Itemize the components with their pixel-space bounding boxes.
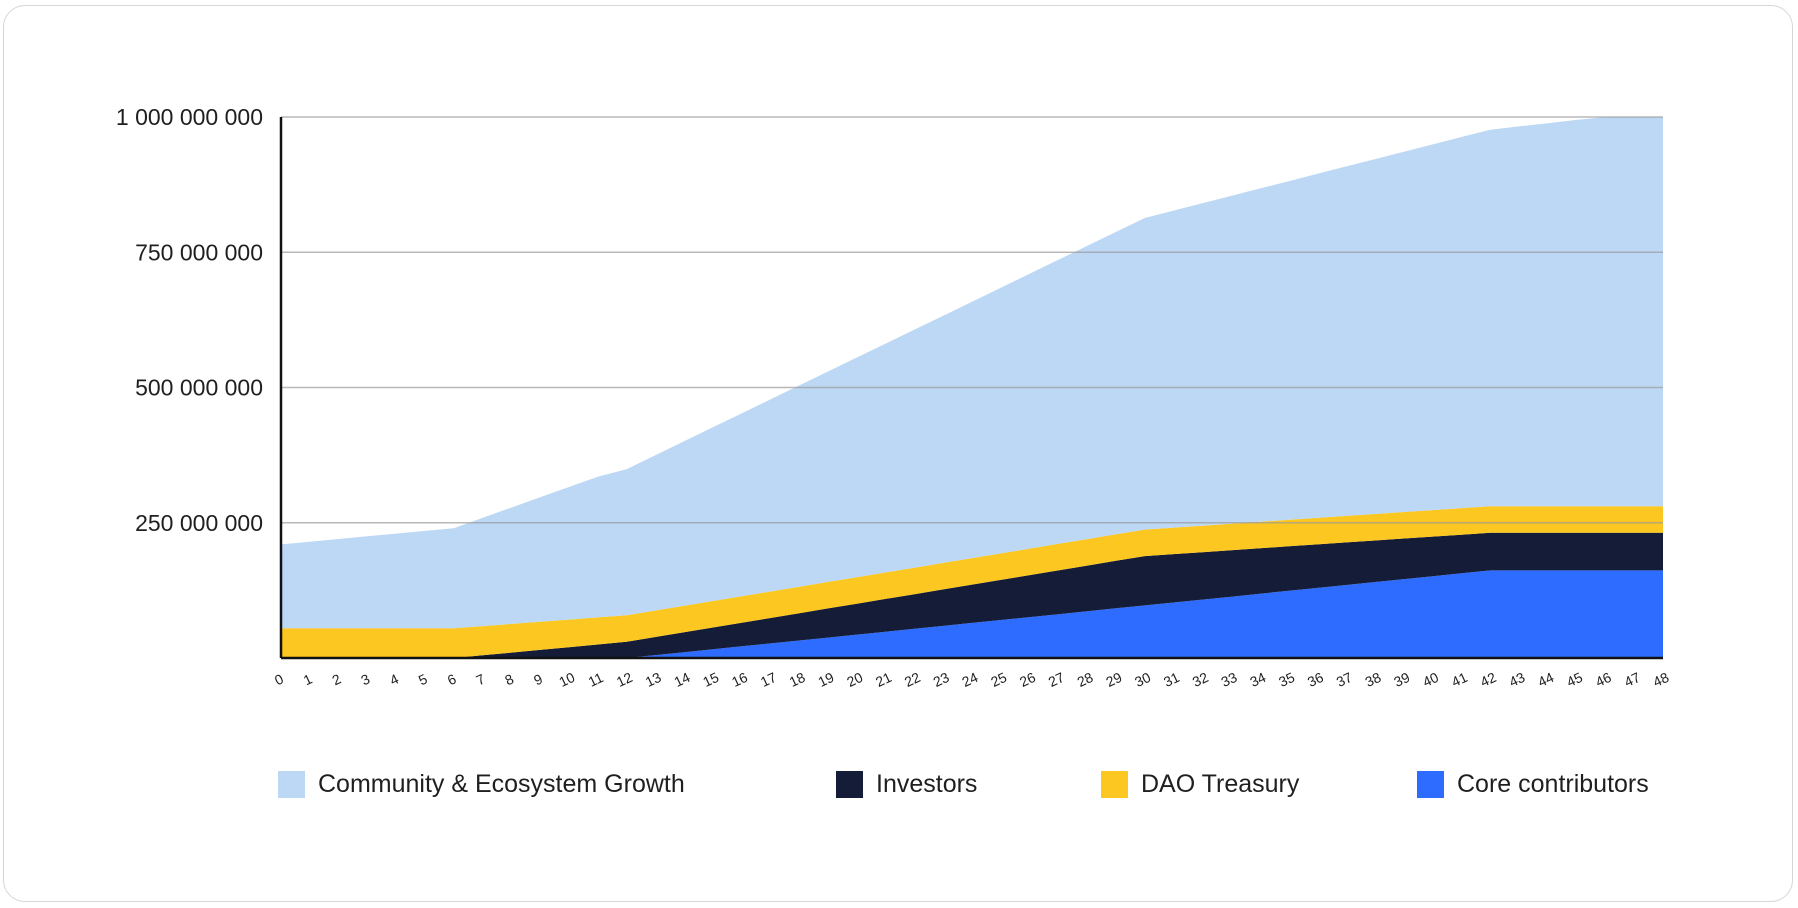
x-tick-label: 39 [1391, 669, 1412, 690]
x-tick-label: 23 [931, 669, 952, 690]
x-tick-label: 22 [902, 669, 923, 690]
x-tick-label: 12 [614, 669, 635, 690]
x-tick-label: 1 [301, 670, 315, 688]
x-tick-label: 13 [643, 669, 664, 690]
x-tick-label: 19 [815, 669, 836, 690]
x-tick-label: 35 [1276, 669, 1297, 690]
x-tick-labels: 0 1 2 3 4 5 6 7 8 9 10 11 12 13 14 15 16 17 18 19 20 21 22 23 24… [272, 669, 1672, 690]
y-tick-label: 250 000 000 [135, 510, 263, 536]
x-tick-label: 34 [1247, 669, 1268, 690]
legend-label-core-contributors: Core contributors [1457, 770, 1649, 798]
x-tick-label: 11 [586, 669, 606, 690]
x-tick-label: 37 [1334, 669, 1355, 690]
x-tick-label: 15 [700, 669, 721, 690]
y-tick-label: 500 000 000 [135, 375, 263, 401]
x-tick-label: 18 [787, 669, 808, 690]
legend-label-investors: Investors [876, 770, 978, 798]
legend-label-community: Community & Ecosystem Growth [318, 770, 685, 798]
legend-item-dao-treasury: DAO Treasury [1101, 770, 1299, 799]
x-tick-label: 44 [1535, 669, 1556, 690]
legend-swatch-dao-treasury [1101, 771, 1128, 798]
x-tick-label: 42 [1478, 669, 1499, 690]
x-tick-label: 26 [1017, 669, 1038, 690]
x-tick-label: 47 [1622, 669, 1643, 690]
x-tick-label: 46 [1593, 669, 1614, 690]
x-tick-label: 6 [445, 670, 459, 688]
legend-swatch-investors [836, 771, 863, 798]
axes [279, 117, 1663, 660]
x-tick-label: 31 [1161, 669, 1182, 690]
legend-item-investors: Investors [836, 770, 977, 799]
x-tick-label: 16 [729, 669, 750, 690]
x-tick-label: 25 [988, 669, 1009, 690]
x-tick-label: 14 [672, 669, 693, 690]
x-tick-label: 8 [502, 670, 516, 688]
x-tick-label: 3 [358, 670, 372, 688]
gridlines [281, 116, 1663, 524]
legend-label-dao-treasury: DAO Treasury [1141, 770, 1300, 798]
area-dao-treasury [281, 506, 1663, 658]
x-tick-label: 43 [1506, 669, 1527, 690]
x-tick-label: 21 [873, 669, 894, 690]
x-tick-label: 9 [531, 670, 545, 688]
legend-item-community: Community & Ecosystem Growth [278, 770, 685, 799]
legend-item-core-contributors: Core contributors [1417, 770, 1649, 799]
y-tick-label: 750 000 000 [135, 239, 263, 265]
legend-swatch-core-contributors [1417, 771, 1444, 798]
x-tick-label: 2 [330, 670, 344, 688]
x-tick-label: 5 [416, 670, 430, 688]
area-investors [281, 532, 1663, 658]
x-tick-label: 17 [758, 669, 779, 690]
x-tick-label: 10 [556, 669, 577, 690]
x-tick-label: 29 [1103, 669, 1124, 690]
x-tick-label: 24 [959, 669, 980, 690]
x-tick-label: 41 [1449, 669, 1470, 690]
x-tick-label: 32 [1190, 669, 1211, 690]
area-core-contributors [281, 570, 1663, 658]
x-tick-label: 7 [474, 670, 488, 688]
x-tick-label: 38 [1363, 669, 1384, 690]
y-tick-labels: 250 000 000 500 000 000 750 000 000 1 000 0… [116, 104, 263, 536]
y-tick-label: 1 000 000 000 [116, 104, 263, 130]
x-tick-label: 4 [387, 670, 401, 688]
legend-swatch-community [278, 771, 305, 798]
x-tick-label: 40 [1420, 669, 1441, 690]
x-tick-label: 33 [1219, 669, 1240, 690]
x-tick-label: 36 [1305, 669, 1326, 690]
x-tick-label: 30 [1132, 669, 1153, 690]
x-tick-label: 28 [1075, 669, 1096, 690]
x-tick-label: 48 [1650, 669, 1671, 690]
x-tick-label: 27 [1046, 669, 1067, 690]
area-community-ecosystem-growth [281, 117, 1663, 629]
x-tick-label: 45 [1564, 669, 1585, 690]
area-series [281, 117, 1663, 658]
x-tick-label: 0 [272, 670, 286, 688]
x-tick-label: 20 [844, 669, 865, 690]
